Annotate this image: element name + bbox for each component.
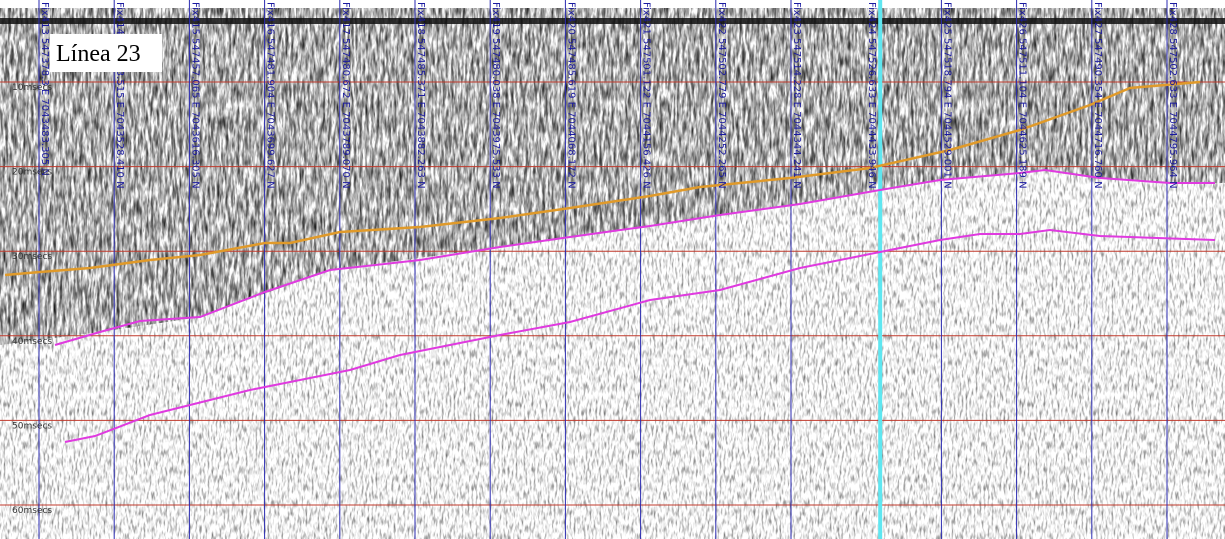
fix-label: Fix416 547481.904 E 7043699.627 N (265, 2, 276, 189)
time-label: 60msecs (12, 506, 52, 516)
fix-label: Fix422 547502.779 E 7044252.265 N (716, 2, 727, 189)
title: Línea 23 (56, 41, 141, 67)
direct-wave (0, 18, 1225, 24)
fix-label: Fix424 547526.633 E 7044433.946 N (866, 2, 877, 189)
time-label: 50msecs (12, 421, 52, 431)
time-label: 40msecs (12, 337, 52, 347)
fix-label: Fix415 547457.065 E 7043616.305 N (189, 2, 200, 189)
fix-label: Fix419 547480.038 E 7043975.533 N (490, 2, 501, 189)
fix-label: Fix427 547490.354 E 7044716.760 N (1092, 2, 1103, 189)
fix-label: Fix417 547480.672 E 7043789.070 N (340, 2, 351, 189)
time-label: 10msecs (12, 83, 52, 93)
fix-label: Fix414 547433.515 E 7043528.410 N (114, 2, 125, 189)
fix-label: Fix420 547485.619 E 7044068.172 N (565, 2, 576, 189)
time-label: 30msecs (12, 252, 52, 262)
time-label: 20msecs (12, 168, 52, 178)
fix-label: Fix428 547502.633 E 7044795.964 N (1167, 2, 1178, 189)
fix-label: Fix425 547518.794 E 7044529.001 N (941, 2, 952, 189)
fix-label: Fix423 547514.228 E 7044344.241 N (791, 2, 802, 189)
fix-label: Fix421 547501.122 E 7044156.426 N (641, 2, 652, 189)
fix-label: Fix418 547485.371 E 7043882.263 N (415, 2, 426, 189)
fix-label: Fix426 547511.104 E 7044625.189 N (1017, 2, 1028, 189)
seismic-profile: Fix413 547378.3 E 7043483.305 NFix414 54… (0, 0, 1225, 539)
top-margin (0, 0, 1225, 8)
